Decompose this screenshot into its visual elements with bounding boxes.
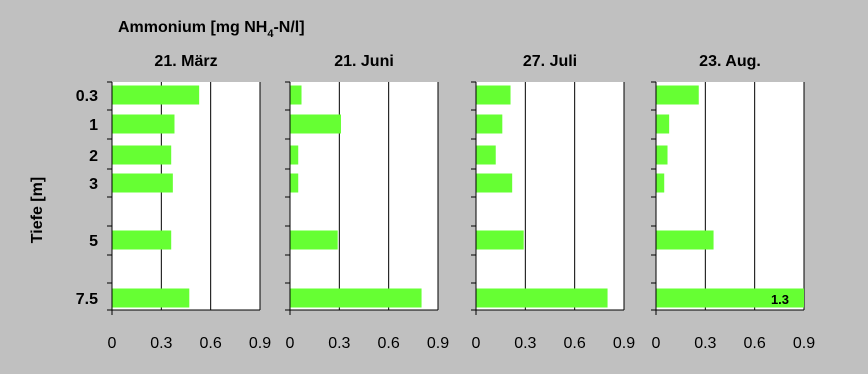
bar: [476, 145, 496, 165]
y-tick-label: 3: [89, 176, 98, 193]
panels: 0 0.3 0.6 0.9 21. März 0 0.3 0.6 0.9 21. Juni 0 0.3…: [76, 53, 815, 352]
bar: [112, 145, 172, 165]
x-tick-label: 0.3: [150, 335, 172, 352]
bar: [112, 288, 190, 308]
x-tick-label: 0.6: [744, 335, 766, 352]
x-tick-label: 0: [286, 335, 295, 352]
chart-title-prefix: Ammonium [mg NH: [118, 19, 267, 36]
bar: [290, 114, 341, 134]
x-tick-label: 0: [472, 335, 481, 352]
bar: [112, 114, 175, 134]
chart-title: Ammonium [mg NH4-N/l]: [118, 19, 305, 40]
y-tick-label: 2: [89, 148, 98, 165]
x-tick-label: 0.6: [200, 335, 222, 352]
bar: [476, 85, 511, 105]
panel-3: 0 0.3 0.6 0.9 27. Juli: [471, 53, 635, 352]
data-label: 1.3: [771, 292, 789, 307]
panel-title: 21. März: [154, 53, 217, 70]
x-tick-label: 0.6: [378, 335, 400, 352]
x-tick-label: 0: [108, 335, 117, 352]
x-tick-label: 0.3: [514, 335, 536, 352]
panel-title: 21. Juni: [334, 53, 394, 70]
panel-2: 0 0.3 0.6 0.9 21. Juni: [285, 53, 449, 352]
bar: [112, 173, 173, 193]
bar: [476, 173, 513, 193]
x-tick-label: 0.9: [427, 335, 449, 352]
bar: [290, 173, 299, 193]
panel-title: 27. Juli: [523, 53, 577, 70]
y-tick-label: 5: [89, 233, 98, 250]
bar: [476, 230, 524, 250]
x-tick-label: 0.3: [328, 335, 350, 352]
panel-4: 1.3 0 0.3 0.6 0.9 23. Aug.: [651, 53, 815, 352]
x-tick-label: 0: [652, 335, 661, 352]
bar: [290, 230, 338, 250]
bar: [656, 145, 668, 165]
bar: [656, 173, 665, 193]
bar: [290, 85, 302, 105]
bar: [290, 288, 422, 308]
x-tick-label: 0.9: [249, 335, 271, 352]
y-tick-label: 1: [89, 117, 98, 134]
x-tick-label: 0.9: [793, 335, 815, 352]
y-axis-label: Tiefe [m]: [29, 177, 46, 243]
bar: [476, 288, 608, 308]
x-tick-label: 0.6: [564, 335, 586, 352]
x-tick-label: 0.3: [694, 335, 716, 352]
chart-title-suffix: -N/l]: [273, 19, 304, 36]
bar: [476, 114, 503, 134]
chart-title-subscript: 4: [267, 28, 274, 40]
y-tick-label: 7.5: [76, 291, 98, 308]
bar: [112, 230, 172, 250]
panel-1: 0 0.3 0.6 0.9 21. März: [107, 53, 271, 352]
bar: [656, 288, 804, 308]
x-tick-label: 0.9: [613, 335, 635, 352]
bar: [656, 85, 699, 105]
bar: [290, 145, 299, 165]
bar: [112, 85, 200, 105]
bar: [656, 230, 714, 250]
plot-area: [656, 82, 804, 310]
y-tick-label: 0.3: [76, 88, 98, 105]
bar: [656, 114, 670, 134]
panel-title: 23. Aug.: [699, 53, 761, 70]
